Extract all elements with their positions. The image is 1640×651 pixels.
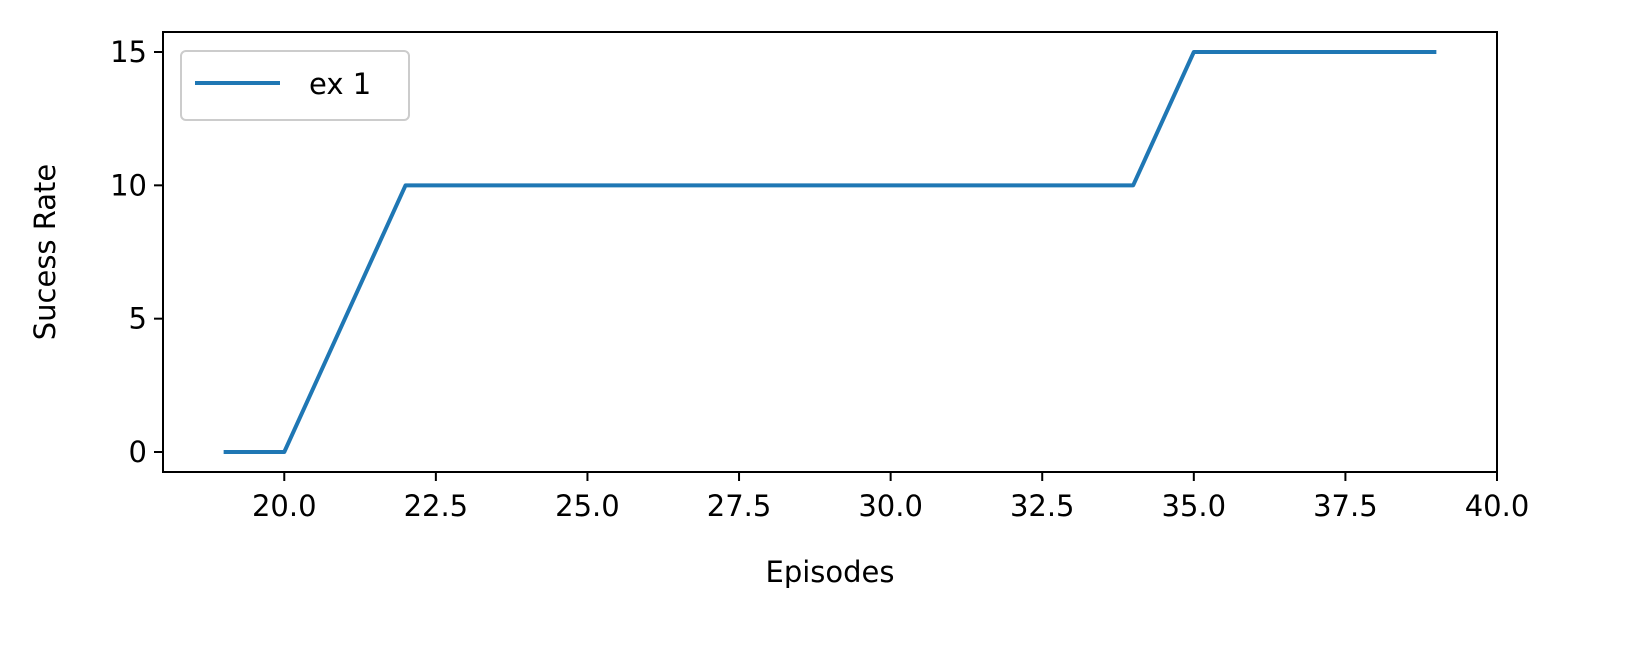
x-axis-ticks: 20.0 22.5 25.0 27.5 30.0 32.5 35.0 37.5 40.0 [252,472,1529,523]
y-axis-label: Sucess Rate [28,164,62,341]
y-tick-label: 5 [129,302,147,336]
x-tick-label: 27.5 [707,489,772,523]
x-tick-label: 35.0 [1162,489,1227,523]
legend-box [180,50,410,121]
y-tick-label: 10 [110,168,147,202]
x-tick-label: 32.5 [1010,489,1075,523]
legend: ex 1 [180,50,410,121]
legend-entry-label: ex 1 [309,67,371,101]
x-tick-label: 22.5 [404,489,469,523]
x-tick-label: 20.0 [252,489,317,523]
plot-area [223,50,1437,454]
y-tick-label: 15 [110,35,147,69]
x-tick-label: 37.5 [1313,489,1378,523]
y-axis-ticks: 0 5 10 15 [110,35,163,469]
plot-frame [162,31,1498,473]
x-tick-label: 40.0 [1465,489,1530,523]
series-line-ex-1 [223,50,1437,454]
x-tick-label: 25.0 [555,489,620,523]
x-tick-label: 30.0 [858,489,923,523]
x-axis-label: Episodes [766,555,895,589]
y-tick-label: 0 [129,435,147,469]
